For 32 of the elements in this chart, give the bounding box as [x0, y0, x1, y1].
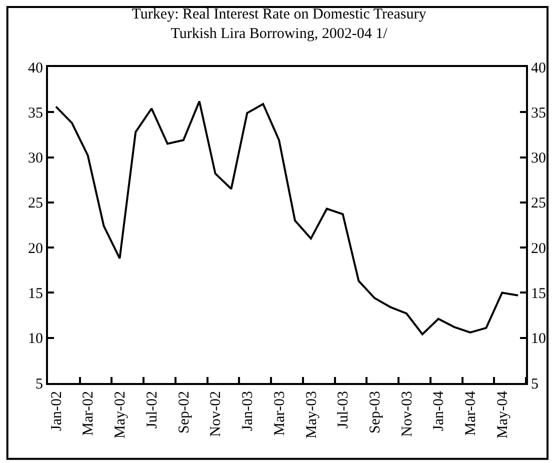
- x-tick-label: May-03: [304, 391, 320, 438]
- x-tick-label: Nov-02: [208, 391, 224, 437]
- y2-tick-label: 30: [531, 150, 546, 167]
- x-tick-label: Mar-04: [463, 390, 480, 436]
- y-tick-label: 25: [28, 196, 43, 212]
- y-tick-label: 35: [28, 105, 43, 122]
- y-tick-label: 40: [28, 60, 43, 76]
- y2-tick-label: 25: [531, 196, 546, 212]
- x-tick-label: Jul-03: [336, 391, 352, 428]
- y-tick-label: 10: [28, 331, 43, 348]
- chart-title: Turkey: Real Interest Rate on Domestic Treasury Turkish Lira Borrowing, 2002-04 1/: [132, 6, 427, 42]
- x-tick-label: Jan-03: [240, 391, 256, 431]
- x-tick-label: Nov-03: [399, 391, 416, 437]
- x-tick-label: Sep-02: [176, 391, 192, 434]
- y2-tick-label: 15: [531, 286, 546, 302]
- x-tick-label: May-04: [494, 390, 511, 438]
- x-tick-label: Mar-02: [80, 391, 97, 436]
- x-tick-label: Jan-04: [431, 390, 448, 431]
- y2-tick-label: 35: [531, 105, 546, 122]
- y-tick-label: 30: [28, 150, 43, 167]
- y2-tick-label: 10: [531, 331, 546, 348]
- y-tick-label: 20: [28, 240, 43, 257]
- x-tick-label: Jul-02: [144, 391, 160, 428]
- y2-tick-label: 40: [531, 60, 546, 76]
- x-tick-label: May-02: [112, 391, 129, 438]
- y2-tick-label: 20: [531, 240, 546, 257]
- x-tick-label: Jan-02: [48, 391, 65, 431]
- x-tick-label: Mar-03: [272, 391, 288, 436]
- y2-tick-label: 5: [531, 376, 538, 392]
- y-tick-label: 15: [28, 286, 43, 302]
- x-tick-label: Sep-03: [368, 391, 384, 434]
- y-tick-label: 5: [36, 376, 43, 392]
